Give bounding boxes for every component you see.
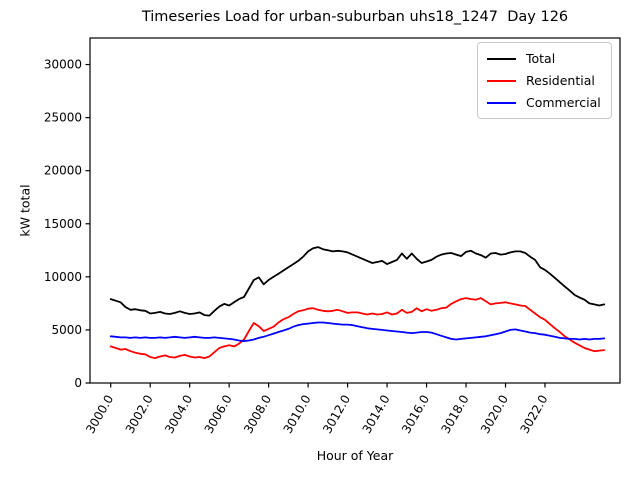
x-tick-label: 3000.0 [83,393,116,436]
legend-item-commercial: Commercial [487,95,601,110]
x-tick-label: 3008.0 [241,393,274,436]
legend-label-residential: Residential [526,73,595,88]
y-tick-label: 25000 [44,111,82,125]
legend-line-commercial-icon [487,101,516,104]
legend-item-total: Total [487,51,601,66]
series-line-total [109,246,606,317]
x-tick-label: 3006.0 [202,393,235,436]
chart-title: Timeseries Load for urban-suburban uhs18… [141,9,569,25]
y-tick-label: 30000 [44,58,82,72]
x-tick-label: 3004.0 [162,393,195,436]
legend-line-total-icon [487,57,516,60]
x-axis-label: Hour of Year [316,448,394,463]
legend-line-residential-icon [487,79,516,82]
legend-label-commercial: Commercial [526,95,601,110]
x-tick-label: 3014.0 [360,393,393,436]
series-line-residential [109,297,606,360]
x-tick-label: 3016.0 [399,393,432,436]
y-tick-label: 5000 [51,323,82,337]
axes-box [89,37,621,384]
series-line-commercial [109,321,606,343]
x-tick-label: 3002.0 [123,393,156,436]
x-tick-label: 3010.0 [281,393,314,436]
x-tick-label: 3018.0 [439,393,472,436]
x-tick-label: 3012.0 [320,393,353,436]
x-tick-label: 3022.0 [517,393,550,436]
legend: Total Residential Commercial [477,42,612,119]
y-tick-label: 20000 [44,164,82,178]
legend-label-total: Total [526,51,556,66]
y-tick-label: 10000 [44,270,82,284]
y-tick-label: 0 [74,376,82,390]
y-tick-label: 15000 [44,217,82,231]
legend-item-residential: Residential [487,73,601,88]
x-tick-label: 3020.0 [478,392,511,435]
